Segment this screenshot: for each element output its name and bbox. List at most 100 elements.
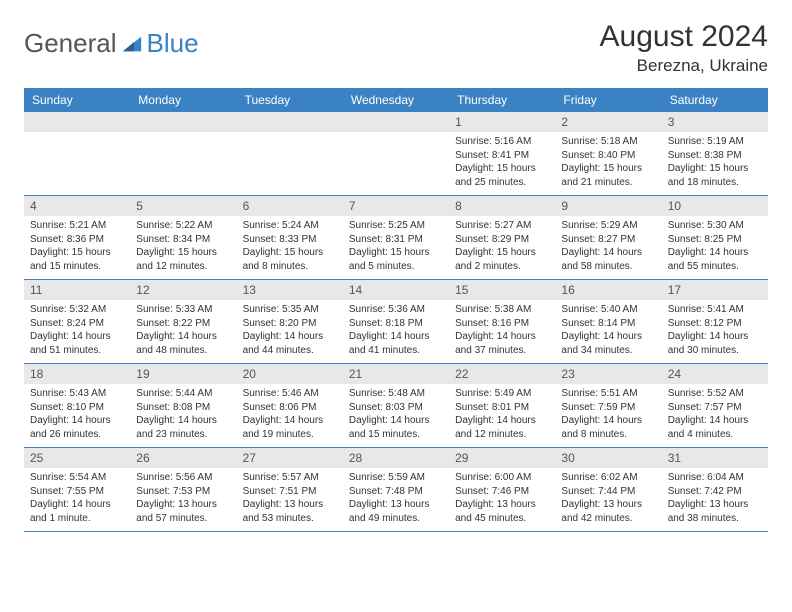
sunset-line: Sunset: 8:31 PM — [349, 233, 443, 247]
day-number: 17 — [662, 280, 768, 300]
sunset-line: Sunset: 7:59 PM — [561, 401, 655, 415]
sunrise-line: Sunrise: 5:57 AM — [243, 471, 337, 485]
daylight-line: Daylight: 13 hours and 57 minutes. — [136, 498, 230, 525]
empty-day-content — [24, 132, 130, 188]
day-number: 15 — [449, 280, 555, 300]
empty-day-number — [130, 112, 236, 132]
day-number: 1 — [449, 112, 555, 132]
week-row: 25Sunrise: 5:54 AMSunset: 7:55 PMDayligh… — [24, 448, 768, 532]
day-cell: 30Sunrise: 6:02 AMSunset: 7:44 PMDayligh… — [555, 448, 661, 532]
calendar-table: SundayMondayTuesdayWednesdayThursdayFrid… — [24, 88, 768, 532]
daylight-line: Daylight: 14 hours and 4 minutes. — [668, 414, 762, 441]
calendar-body: 1Sunrise: 5:16 AMSunset: 8:41 PMDaylight… — [24, 112, 768, 532]
sunset-line: Sunset: 7:48 PM — [349, 485, 443, 499]
sunrise-line: Sunrise: 5:27 AM — [455, 219, 549, 233]
sunrise-line: Sunrise: 5:25 AM — [349, 219, 443, 233]
day-cell: 28Sunrise: 5:59 AMSunset: 7:48 PMDayligh… — [343, 448, 449, 532]
day-content: Sunrise: 5:51 AMSunset: 7:59 PMDaylight:… — [555, 384, 661, 447]
sunset-line: Sunset: 8:06 PM — [243, 401, 337, 415]
day-number: 16 — [555, 280, 661, 300]
sunrise-line: Sunrise: 5:32 AM — [30, 303, 124, 317]
day-number: 31 — [662, 448, 768, 468]
logo: General Blue — [24, 28, 199, 59]
sunrise-line: Sunrise: 5:22 AM — [136, 219, 230, 233]
sunrise-line: Sunrise: 5:38 AM — [455, 303, 549, 317]
day-number: 13 — [237, 280, 343, 300]
sunset-line: Sunset: 7:57 PM — [668, 401, 762, 415]
day-number: 25 — [24, 448, 130, 468]
day-cell: 8Sunrise: 5:27 AMSunset: 8:29 PMDaylight… — [449, 196, 555, 280]
day-cell: 1Sunrise: 5:16 AMSunset: 8:41 PMDaylight… — [449, 112, 555, 196]
day-cell: 19Sunrise: 5:44 AMSunset: 8:08 PMDayligh… — [130, 364, 236, 448]
day-cell: 7Sunrise: 5:25 AMSunset: 8:31 PMDaylight… — [343, 196, 449, 280]
day-cell: 2Sunrise: 5:18 AMSunset: 8:40 PMDaylight… — [555, 112, 661, 196]
sunset-line: Sunset: 8:20 PM — [243, 317, 337, 331]
day-cell: 10Sunrise: 5:30 AMSunset: 8:25 PMDayligh… — [662, 196, 768, 280]
day-content: Sunrise: 5:35 AMSunset: 8:20 PMDaylight:… — [237, 300, 343, 363]
sunset-line: Sunset: 8:38 PM — [668, 149, 762, 163]
day-header: Thursday — [449, 88, 555, 112]
day-cell: 6Sunrise: 5:24 AMSunset: 8:33 PMDaylight… — [237, 196, 343, 280]
sunrise-line: Sunrise: 5:24 AM — [243, 219, 337, 233]
day-cell: 26Sunrise: 5:56 AMSunset: 7:53 PMDayligh… — [130, 448, 236, 532]
day-header: Wednesday — [343, 88, 449, 112]
day-content: Sunrise: 5:56 AMSunset: 7:53 PMDaylight:… — [130, 468, 236, 531]
sunrise-line: Sunrise: 5:19 AM — [668, 135, 762, 149]
day-number: 4 — [24, 196, 130, 216]
sunset-line: Sunset: 8:18 PM — [349, 317, 443, 331]
sunrise-line: Sunrise: 5:18 AM — [561, 135, 655, 149]
day-cell: 24Sunrise: 5:52 AMSunset: 7:57 PMDayligh… — [662, 364, 768, 448]
sunset-line: Sunset: 8:27 PM — [561, 233, 655, 247]
day-number: 14 — [343, 280, 449, 300]
empty-day-number — [343, 112, 449, 132]
day-number: 20 — [237, 364, 343, 384]
empty-day-number — [237, 112, 343, 132]
sunrise-line: Sunrise: 5:52 AM — [668, 387, 762, 401]
sunrise-line: Sunrise: 5:33 AM — [136, 303, 230, 317]
daylight-line: Daylight: 14 hours and 19 minutes. — [243, 414, 337, 441]
day-cell: 31Sunrise: 6:04 AMSunset: 7:42 PMDayligh… — [662, 448, 768, 532]
sunset-line: Sunset: 8:08 PM — [136, 401, 230, 415]
sunrise-line: Sunrise: 5:51 AM — [561, 387, 655, 401]
empty-day-content — [130, 132, 236, 188]
sunrise-line: Sunrise: 6:04 AM — [668, 471, 762, 485]
daylight-line: Daylight: 15 hours and 8 minutes. — [243, 246, 337, 273]
day-number: 6 — [237, 196, 343, 216]
day-content: Sunrise: 5:48 AMSunset: 8:03 PMDaylight:… — [343, 384, 449, 447]
day-content: Sunrise: 5:46 AMSunset: 8:06 PMDaylight:… — [237, 384, 343, 447]
sunrise-line: Sunrise: 6:00 AM — [455, 471, 549, 485]
daylight-line: Daylight: 15 hours and 2 minutes. — [455, 246, 549, 273]
day-number: 11 — [24, 280, 130, 300]
day-number: 9 — [555, 196, 661, 216]
sunrise-line: Sunrise: 5:41 AM — [668, 303, 762, 317]
sunset-line: Sunset: 8:29 PM — [455, 233, 549, 247]
sunrise-line: Sunrise: 5:46 AM — [243, 387, 337, 401]
sunrise-line: Sunrise: 6:02 AM — [561, 471, 655, 485]
day-content: Sunrise: 5:49 AMSunset: 8:01 PMDaylight:… — [449, 384, 555, 447]
sunrise-line: Sunrise: 5:56 AM — [136, 471, 230, 485]
sunrise-line: Sunrise: 5:21 AM — [30, 219, 124, 233]
week-row: 4Sunrise: 5:21 AMSunset: 8:36 PMDaylight… — [24, 196, 768, 280]
day-content: Sunrise: 5:27 AMSunset: 8:29 PMDaylight:… — [449, 216, 555, 279]
daylight-line: Daylight: 14 hours and 37 minutes. — [455, 330, 549, 357]
sunrise-line: Sunrise: 5:29 AM — [561, 219, 655, 233]
sunset-line: Sunset: 8:14 PM — [561, 317, 655, 331]
day-content: Sunrise: 5:52 AMSunset: 7:57 PMDaylight:… — [662, 384, 768, 447]
daylight-line: Daylight: 14 hours and 12 minutes. — [455, 414, 549, 441]
sunset-line: Sunset: 8:16 PM — [455, 317, 549, 331]
logo-text-2: Blue — [147, 28, 199, 59]
daylight-line: Daylight: 13 hours and 42 minutes. — [561, 498, 655, 525]
daylight-line: Daylight: 14 hours and 1 minute. — [30, 498, 124, 525]
sunrise-line: Sunrise: 5:49 AM — [455, 387, 549, 401]
sunset-line: Sunset: 8:12 PM — [668, 317, 762, 331]
day-number: 27 — [237, 448, 343, 468]
day-number: 19 — [130, 364, 236, 384]
sunset-line: Sunset: 8:34 PM — [136, 233, 230, 247]
sunrise-line: Sunrise: 5:16 AM — [455, 135, 549, 149]
day-cell: 4Sunrise: 5:21 AMSunset: 8:36 PMDaylight… — [24, 196, 130, 280]
page-header: General Blue August 2024 Berezna, Ukrain… — [24, 20, 768, 76]
day-content: Sunrise: 5:19 AMSunset: 8:38 PMDaylight:… — [662, 132, 768, 195]
daylight-line: Daylight: 14 hours and 15 minutes. — [349, 414, 443, 441]
day-cell: 22Sunrise: 5:49 AMSunset: 8:01 PMDayligh… — [449, 364, 555, 448]
sunset-line: Sunset: 7:53 PM — [136, 485, 230, 499]
